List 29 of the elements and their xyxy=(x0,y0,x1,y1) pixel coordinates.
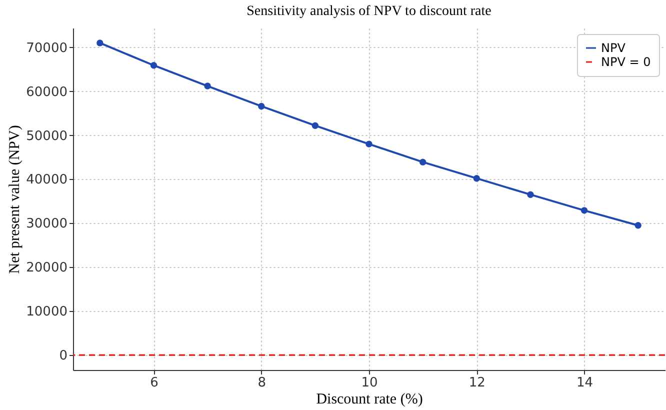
point xyxy=(580,207,588,214)
point xyxy=(419,158,426,166)
point xyxy=(527,191,534,198)
chart-title: Sensitivity analysis of NPV to discount rate xyxy=(246,4,492,19)
y-tick-label: 60000 xyxy=(26,84,68,100)
x-tick-label: 14 xyxy=(576,376,594,390)
x-tick-label: 10 xyxy=(361,376,378,390)
y-tick-label: 40000 xyxy=(26,172,68,188)
point xyxy=(96,40,104,46)
y-tick-label: 30000 xyxy=(26,216,68,232)
point xyxy=(312,122,319,129)
y-tick-label: 50000 xyxy=(26,128,68,144)
legend-label: NPV xyxy=(601,41,626,55)
y-tick-label: 0 xyxy=(59,348,68,364)
point xyxy=(204,82,211,90)
x-tick-label: 6 xyxy=(150,376,158,390)
y-tick-label: 70000 xyxy=(26,40,68,56)
legend-label: NPV = 0 xyxy=(601,55,651,69)
point xyxy=(634,222,642,229)
x-tick-label: 12 xyxy=(468,376,486,390)
x-tick-label: 8 xyxy=(258,376,266,390)
point xyxy=(150,62,158,69)
point xyxy=(366,140,372,148)
point xyxy=(473,174,480,182)
x-axis-title: Discount rate (%) xyxy=(316,392,423,408)
y-tick-label: 20000 xyxy=(26,260,68,276)
y-axis-title: Net present value (NPV) xyxy=(7,125,24,274)
point xyxy=(258,102,265,110)
y-tick-label: 10000 xyxy=(26,304,68,320)
